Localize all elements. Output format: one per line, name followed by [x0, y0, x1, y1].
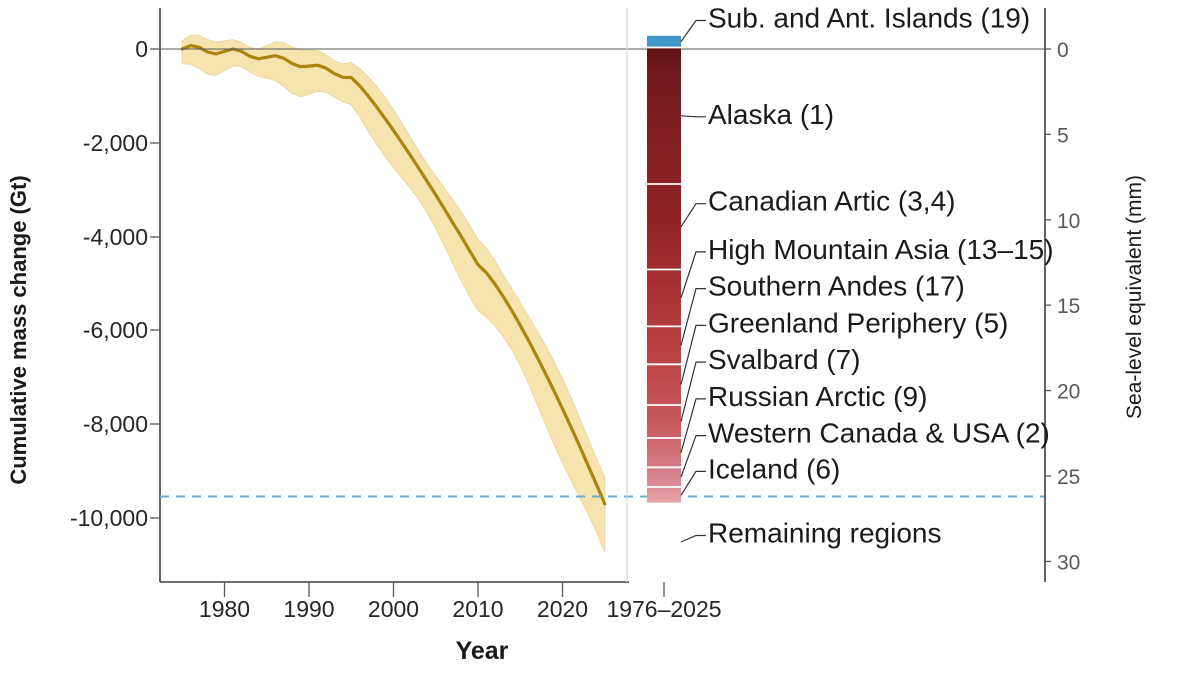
svg-text:30: 30	[1057, 551, 1080, 574]
svg-text:Western Canada & USA (2): Western Canada & USA (2)	[708, 418, 1050, 449]
svg-text:2000: 2000	[368, 596, 419, 622]
svg-text:2010: 2010	[452, 596, 503, 622]
svg-text:-8,000: -8,000	[83, 411, 148, 437]
svg-text:-4,000: -4,000	[83, 224, 148, 250]
svg-text:Year: Year	[456, 637, 509, 665]
svg-text:1976–2025: 1976–2025	[606, 596, 721, 622]
svg-text:15: 15	[1057, 295, 1080, 318]
svg-text:10: 10	[1057, 210, 1080, 233]
svg-text:25: 25	[1057, 466, 1080, 489]
svg-text:Sea-level equivalent (mm): Sea-level equivalent (mm)	[1123, 175, 1146, 419]
svg-text:Sub. and Ant. Islands (19): Sub. and Ant. Islands (19)	[708, 3, 1030, 34]
svg-text:Russian Arctic (9): Russian Arctic (9)	[708, 381, 927, 412]
svg-text:Southern Andes (17): Southern Andes (17)	[708, 271, 965, 302]
svg-text:-2,000: -2,000	[83, 130, 148, 156]
svg-text:-6,000: -6,000	[83, 317, 148, 343]
svg-text:High Mountain Asia (13–15): High Mountain Asia (13–15)	[708, 234, 1054, 265]
svg-text:Canadian Artic (3,4): Canadian Artic (3,4)	[708, 186, 955, 217]
svg-text:0: 0	[1057, 39, 1069, 62]
svg-text:-10,000: -10,000	[70, 505, 148, 531]
svg-text:Iceland (6): Iceland (6)	[708, 453, 840, 484]
svg-text:Svalbard (7): Svalbard (7)	[708, 344, 861, 375]
svg-text:1980: 1980	[199, 596, 250, 622]
svg-text:0: 0	[135, 36, 148, 62]
svg-text:1990: 1990	[283, 596, 334, 622]
svg-text:Alaska (1): Alaska (1)	[708, 99, 834, 130]
svg-text:Cumulative mass change (Gt): Cumulative mass change (Gt)	[6, 175, 31, 484]
svg-text:Remaining regions: Remaining regions	[708, 518, 941, 549]
svg-text:20: 20	[1057, 381, 1080, 404]
svg-text:5: 5	[1057, 124, 1069, 147]
svg-text:2020: 2020	[537, 596, 588, 622]
svg-text:Greenland Periphery (5): Greenland Periphery (5)	[708, 307, 1008, 338]
